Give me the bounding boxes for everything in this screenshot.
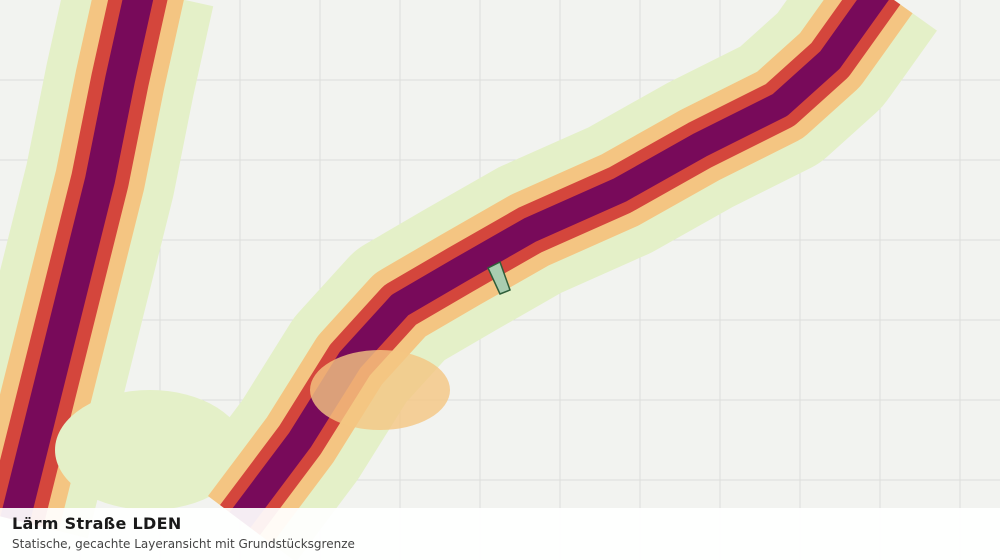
layer-subtitle: Statische, gecachte Layeransicht mit Gru… xyxy=(12,537,355,551)
layer-title: Lärm Straße LDEN xyxy=(12,514,182,533)
noise-right-road xyxy=(184,0,937,560)
noise-left-road xyxy=(0,0,245,539)
map-caption: Lärm Straße LDEN Statische, gecachte Lay… xyxy=(0,508,1000,560)
parcel-boundary xyxy=(487,260,511,295)
